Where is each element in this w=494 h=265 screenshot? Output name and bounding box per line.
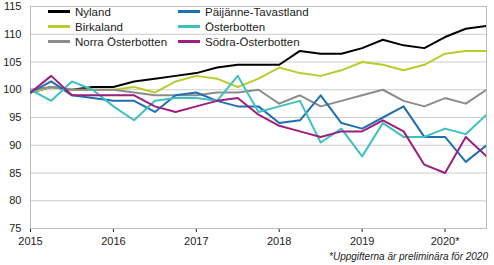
svg-text:100: 100 [3,83,21,95]
svg-text:75: 75 [9,222,21,234]
html-text:Norra Österbotten: Norra Österbotten [75,35,167,48]
svg-text:2018: 2018 [267,235,291,247]
html-text:Österbotten: Österbotten [205,20,266,33]
svg-text:95: 95 [9,111,21,123]
html-text:Nyland: Nyland [75,5,111,18]
svg-text:2016: 2016 [101,235,125,247]
svg-text:2019: 2019 [350,235,374,247]
svg-text:110: 110 [4,28,22,40]
svg-text:105: 105 [3,56,21,68]
svg-text:90: 90 [9,139,21,151]
html-text:Birkaland: Birkaland [75,20,123,33]
html-text:Päijänne-Tavastland: Päijänne-Tavastland [205,5,309,18]
html-text:*Uppgifterna är preliminära fö: *Uppgifterna är preliminära för 2020 [329,251,488,262]
svg-text:80: 80 [9,194,21,206]
html-text:Södra-Österbotten: Södra-Österbotten [205,35,300,48]
svg-text:85: 85 [9,167,21,179]
svg-text:2015: 2015 [18,235,42,247]
svg-text:115: 115 [4,0,22,12]
svg-text:2020*: 2020* [431,235,460,247]
svg-text:2017: 2017 [184,235,208,247]
